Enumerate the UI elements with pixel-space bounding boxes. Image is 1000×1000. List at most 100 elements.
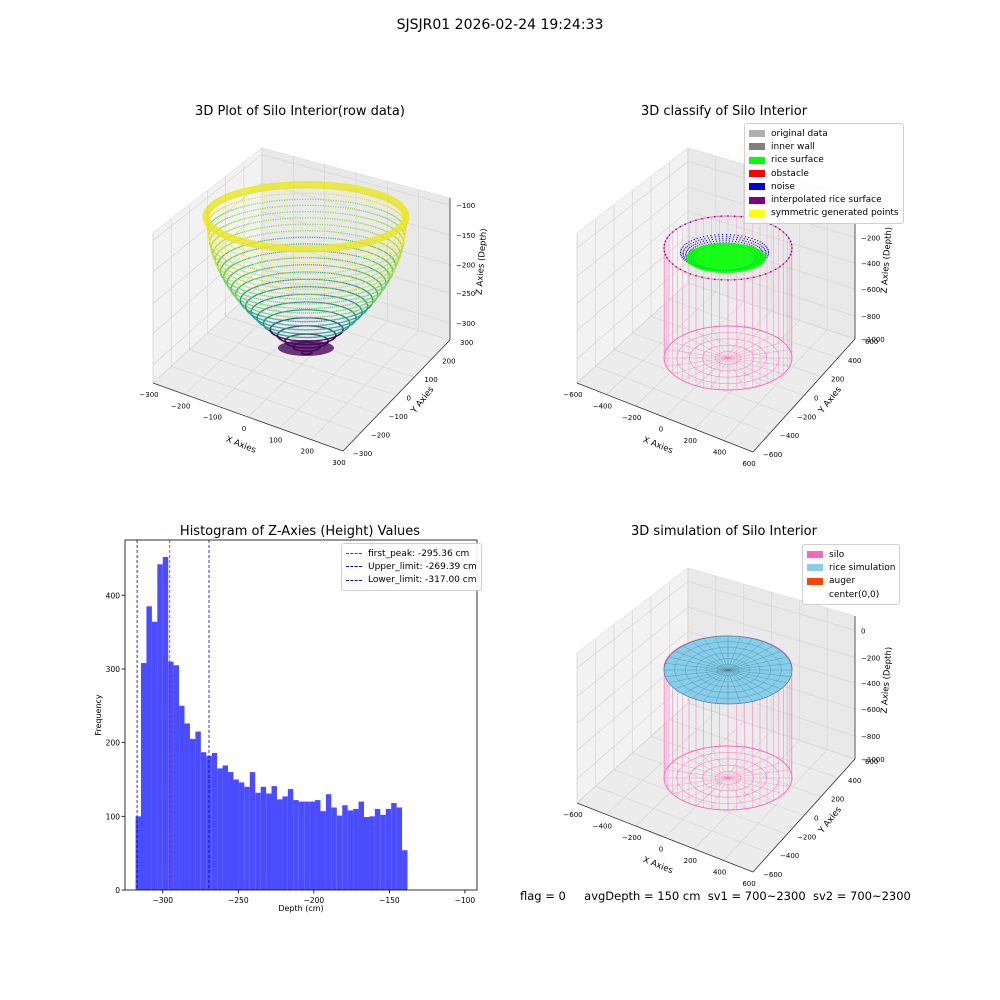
- point: [248, 210, 251, 212]
- point: [328, 331, 330, 333]
- point: [235, 270, 237, 273]
- point: [251, 279, 253, 281]
- point: [341, 225, 343, 227]
- point: [377, 262, 379, 265]
- point: [253, 209, 255, 211]
- point: [251, 229, 253, 231]
- point: [363, 310, 365, 312]
- point: [367, 224, 369, 226]
- point: [335, 194, 337, 196]
- point: [232, 203, 234, 205]
- point: [370, 249, 372, 251]
- point: [384, 277, 386, 279]
- point: [304, 204, 306, 206]
- point: [289, 256, 291, 258]
- point: [364, 303, 366, 305]
- point: [389, 271, 391, 273]
- point: [245, 282, 247, 284]
- point: [268, 254, 271, 256]
- point: [347, 226, 349, 228]
- point: [290, 324, 293, 326]
- point: [369, 270, 371, 272]
- point: [368, 218, 370, 220]
- point: [224, 261, 227, 263]
- point: [297, 293, 300, 295]
- point: [243, 218, 245, 220]
- point: [315, 256, 317, 258]
- point: [368, 285, 370, 287]
- point: [387, 271, 389, 273]
- point: [255, 286, 258, 288]
- point: [380, 251, 383, 253]
- point: [365, 255, 367, 257]
- point: [321, 310, 323, 312]
- point: [314, 271, 316, 273]
- point: [387, 262, 390, 264]
- point: [352, 252, 354, 254]
- point: [276, 231, 278, 233]
- point: [379, 242, 381, 244]
- point: [272, 305, 274, 307]
- point: [331, 287, 333, 289]
- point: [326, 327, 328, 330]
- point: [296, 303, 298, 305]
- point: [325, 338, 327, 340]
- point: [340, 331, 343, 333]
- point: [367, 282, 369, 284]
- point: [246, 205, 248, 207]
- point: [278, 231, 280, 233]
- point: [354, 306, 356, 308]
- point: [355, 284, 357, 286]
- point: [321, 326, 323, 328]
- point: [269, 298, 271, 300]
- point: [375, 297, 377, 299]
- point: [332, 280, 334, 282]
- point: [281, 237, 283, 239]
- point: [286, 307, 288, 309]
- point: [318, 243, 320, 245]
- point: [304, 223, 306, 225]
- point: [309, 217, 311, 219]
- point: [359, 235, 361, 237]
- point: [373, 232, 375, 234]
- point: [379, 209, 381, 211]
- point: [224, 245, 226, 248]
- point: [373, 299, 375, 301]
- point: [281, 319, 283, 321]
- point: [289, 328, 291, 330]
- point: [328, 295, 330, 297]
- point: [372, 292, 375, 294]
- point: [265, 291, 267, 293]
- point: [290, 336, 293, 338]
- point: [388, 276, 391, 278]
- point: [358, 286, 360, 289]
- point: [347, 259, 350, 261]
- point: [341, 325, 343, 327]
- point: [386, 277, 388, 279]
- point: [345, 290, 347, 292]
- point: [239, 286, 241, 288]
- point: [329, 315, 331, 317]
- point: [380, 280, 382, 283]
- point: [309, 329, 311, 331]
- point: [361, 256, 363, 258]
- point: [367, 205, 369, 207]
- point: [293, 332, 295, 334]
- point: [339, 291, 341, 293]
- point: [281, 211, 284, 214]
- point: [307, 288, 309, 290]
- point: [282, 311, 284, 313]
- point: [394, 239, 396, 241]
- point: [211, 242, 213, 245]
- point: [299, 223, 301, 225]
- point: [388, 225, 390, 227]
- point: [398, 259, 400, 261]
- point: [385, 211, 387, 213]
- point: [366, 281, 369, 283]
- point: [387, 276, 389, 279]
- point: [372, 288, 374, 290]
- point: [336, 313, 338, 315]
- point: [302, 293, 304, 295]
- point: [274, 291, 277, 294]
- point: [378, 292, 380, 295]
